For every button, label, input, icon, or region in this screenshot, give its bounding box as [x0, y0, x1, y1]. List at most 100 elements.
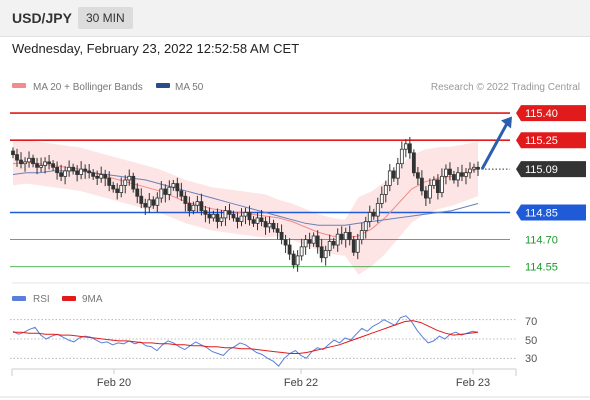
candle-body — [311, 235, 316, 244]
candle-body — [103, 174, 108, 179]
candle-body — [468, 168, 472, 174]
candle-body — [35, 163, 39, 168]
candle-body — [347, 231, 352, 241]
candle-body — [419, 177, 424, 192]
candle-body — [79, 168, 84, 175]
candle-body — [271, 222, 276, 230]
rsi-tick-30: 30 — [525, 353, 537, 365]
level-tag-115.25 — [516, 132, 586, 149]
candle-body — [91, 172, 96, 177]
candle-body — [359, 230, 364, 241]
legend-ma20-swatch — [12, 83, 26, 88]
candle-body — [179, 190, 184, 197]
candle-body — [23, 161, 27, 165]
candle-body — [323, 250, 328, 259]
candle-body — [387, 170, 392, 186]
candle-body — [415, 172, 420, 179]
candle-body — [219, 217, 224, 222]
candle-body — [243, 212, 248, 217]
candle-body — [235, 217, 240, 222]
candle-body — [51, 163, 55, 168]
candle-body — [43, 161, 47, 166]
candle-body — [19, 159, 23, 165]
candle-body — [367, 212, 372, 222]
level-label-115.25: 115.25 — [525, 135, 558, 147]
candle-body — [403, 143, 408, 150]
candle-body — [175, 183, 180, 192]
candle-body — [355, 239, 360, 253]
candle-body — [39, 165, 43, 168]
candle-body — [63, 170, 68, 177]
level-label-115.09: 115.09 — [525, 164, 558, 176]
credit-text: Research © 2022 Trading Central — [431, 82, 580, 93]
timeframe-button[interactable]: 30 MIN — [78, 7, 133, 29]
candle-body — [215, 213, 220, 222]
candle-body — [407, 143, 412, 154]
candle-body — [31, 157, 35, 165]
candle-body — [283, 239, 288, 246]
candle-body — [239, 215, 244, 222]
candle-body — [119, 184, 124, 194]
rsi-9ma-line — [13, 320, 479, 354]
candle-body — [155, 197, 160, 206]
level-tag-115.40 — [516, 105, 586, 122]
candle-body — [15, 154, 19, 161]
candle-body — [75, 170, 80, 175]
legend-ma50-swatch — [156, 83, 170, 88]
candle-body — [444, 168, 448, 177]
candle-body — [395, 163, 400, 179]
legend-ma50-label: MA 50 — [175, 82, 204, 93]
candle-body — [163, 188, 168, 195]
candle-body — [83, 168, 88, 172]
candle-body — [135, 188, 140, 197]
candle-body — [295, 255, 300, 266]
candle-body — [195, 201, 200, 206]
candle-body — [87, 170, 92, 174]
legend-9ma-label: 9MA — [82, 294, 103, 305]
candle-body — [319, 246, 324, 259]
x-tick-feb20: Feb 20 — [97, 377, 131, 389]
candle-body — [199, 201, 204, 212]
legend-rsi-swatch — [12, 296, 26, 301]
candle-body — [123, 179, 128, 186]
chart-datetime: Wednesday, February 23, 2022 12:52:58 AM… — [12, 41, 300, 56]
level-label-114.85: 114.85 — [525, 208, 558, 220]
candle-body — [159, 188, 164, 199]
candle-body — [183, 195, 188, 204]
x-tick-feb22: Feb 22 — [284, 377, 318, 389]
candle-body — [383, 184, 388, 195]
candle-body — [279, 231, 284, 241]
candle-body — [436, 179, 440, 194]
candle-body — [11, 150, 15, 156]
candle-body — [139, 195, 144, 204]
candle-body — [107, 177, 112, 186]
candle-body — [391, 170, 396, 179]
candle-body — [267, 222, 272, 228]
candle-body — [275, 228, 280, 233]
candle-body — [227, 210, 232, 215]
candle-body — [375, 203, 380, 217]
rsi-tick-50: 50 — [525, 335, 537, 347]
candle-body — [452, 174, 456, 181]
candle-body — [379, 194, 384, 204]
candle-body — [111, 184, 116, 190]
candle-body — [399, 148, 404, 165]
candle-body — [411, 152, 416, 174]
candle-body — [371, 212, 376, 217]
candle-body — [231, 213, 236, 219]
candle-body — [456, 172, 460, 181]
candle-body — [464, 172, 468, 177]
candle-body — [287, 244, 292, 255]
candle-body — [143, 203, 148, 208]
candle-body — [327, 241, 332, 251]
legend-rsi-label: RSI — [33, 294, 50, 305]
candle-body — [460, 172, 464, 177]
candle-body — [47, 161, 51, 165]
candle-body — [335, 233, 340, 246]
candle-body — [351, 239, 356, 253]
candle-body — [255, 217, 260, 224]
level-tag-115.09 — [516, 161, 586, 178]
candle-body — [59, 172, 64, 177]
candle-body — [55, 166, 59, 174]
level-label-114.70: 114.70 — [525, 235, 558, 247]
